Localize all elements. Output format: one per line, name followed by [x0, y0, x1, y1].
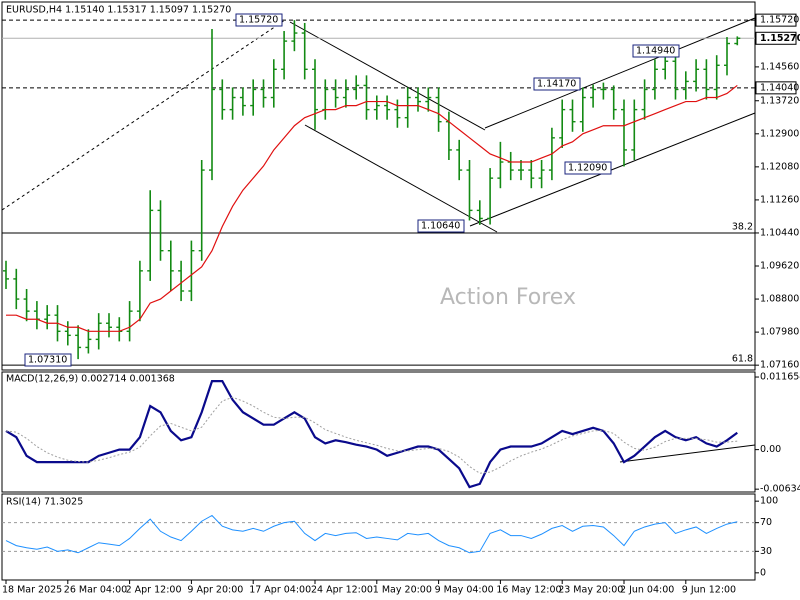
annotation: 1.14170 — [537, 79, 576, 90]
y-tick-label: 1.07160 — [760, 360, 799, 371]
y-tick-label: 1.10440 — [760, 227, 799, 238]
y-tick-label: 0.011654 — [760, 372, 800, 383]
level-box — [755, 81, 797, 95]
x-tick-label: 9 May 04:00 — [435, 585, 494, 596]
macd-title: MACD(12,26,9) 0.002714 0.001368 — [6, 374, 175, 385]
trend-line — [289, 21, 486, 131]
y-tick-label: 70 — [760, 517, 772, 528]
x-tick-label: 1 May 20:00 — [373, 585, 432, 596]
level-label: 1.15720 — [760, 15, 799, 26]
watermark: Action Forex — [440, 285, 576, 310]
level-label: 1.15270 — [760, 33, 800, 44]
x-tick-label: 26 Mar 04:00 — [64, 585, 127, 596]
trend-line — [1, 19, 286, 211]
level-label: 1.14040 — [760, 82, 799, 93]
x-tick-label: 9 Apr 20:00 — [187, 585, 243, 596]
x-tick-label: 24 Apr 12:00 — [311, 585, 373, 596]
trend-line — [484, 17, 756, 129]
series-line — [5, 396, 738, 474]
macd-panel — [1, 371, 756, 493]
y-tick-label: 100 — [760, 496, 778, 507]
annotation-box — [235, 13, 283, 27]
annotation: 1.14940 — [636, 46, 675, 57]
trend-line — [619, 444, 756, 463]
fib-label: 61.8 — [732, 354, 753, 365]
x-tick-label: 16 May 12:00 — [496, 585, 561, 596]
trend-line — [304, 124, 498, 233]
annotation: 1.07310 — [28, 355, 67, 366]
y-tick-label: 1.12080 — [760, 161, 799, 172]
x-tick-label: 2 Apr 12:00 — [126, 585, 182, 596]
y-tick-label: 0.00 — [760, 444, 781, 455]
y-tick-label: 30 — [760, 546, 772, 557]
annotation-box — [417, 219, 465, 233]
chart-title: EURUSD,H4 1.15140 1.15317 1.15097 1.1527… — [6, 5, 231, 16]
y-tick-label: -0.006345 — [760, 484, 800, 495]
trend-line — [469, 112, 756, 227]
y-tick-label: 1.11260 — [760, 194, 799, 205]
x-tick-label: 23 May 20:00 — [558, 585, 623, 596]
y-tick-label: 1.07980 — [760, 327, 799, 338]
annotation: 1.15720 — [239, 15, 278, 26]
annotation-box — [632, 44, 680, 58]
rsi-title: RSI(14) 71.3025 — [6, 497, 83, 508]
x-tick-label: 9 Jun 12:00 — [682, 585, 736, 596]
y-tick-label: 1.13720 — [760, 95, 799, 106]
fib-label: 38.2 — [732, 221, 753, 232]
x-tick-label: 2 Jun 04:00 — [620, 585, 674, 596]
x-tick-label: 17 Apr 04:00 — [249, 585, 311, 596]
trend-lines — [1, 17, 756, 463]
x-tick-label: 18 Mar 2025 — [2, 585, 62, 596]
annotation-box — [533, 77, 581, 91]
level-box — [755, 13, 797, 27]
moving-average — [6, 84, 738, 332]
annotation: 1.12090 — [568, 163, 607, 174]
y-tick-label: 1.12900 — [760, 128, 799, 139]
annotation: 1.10640 — [421, 221, 460, 232]
y-tick-label: 1.08800 — [760, 294, 799, 305]
main-panel — [1, 1, 756, 371]
y-tick-label: 0 — [760, 567, 766, 578]
y-tick-label: 1.09620 — [760, 261, 799, 272]
annotation-box — [24, 353, 72, 367]
rsi-panel — [1, 493, 756, 581]
level-box — [755, 31, 797, 45]
series-line — [5, 514, 738, 554]
series-line — [5, 379, 738, 489]
annotation-box — [564, 161, 612, 175]
y-tick-label: 1.14560 — [760, 61, 799, 72]
